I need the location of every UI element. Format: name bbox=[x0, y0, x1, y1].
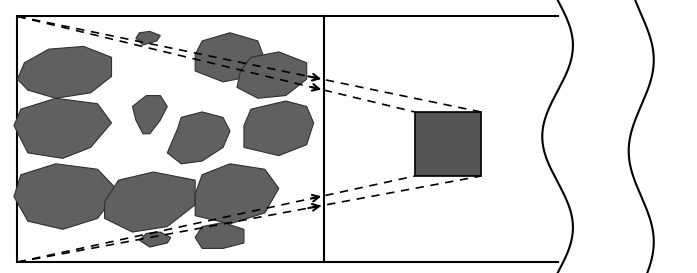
Polygon shape bbox=[195, 222, 244, 248]
Polygon shape bbox=[105, 172, 195, 232]
Polygon shape bbox=[17, 46, 112, 98]
Polygon shape bbox=[195, 33, 265, 82]
Polygon shape bbox=[14, 98, 112, 158]
Polygon shape bbox=[195, 164, 279, 224]
Polygon shape bbox=[237, 52, 307, 98]
Polygon shape bbox=[139, 232, 171, 247]
Polygon shape bbox=[167, 112, 230, 164]
Bar bbox=[415, 112, 481, 176]
Polygon shape bbox=[244, 101, 314, 156]
Polygon shape bbox=[14, 164, 118, 229]
Polygon shape bbox=[136, 31, 160, 45]
Bar bbox=[17, 16, 324, 262]
Polygon shape bbox=[132, 96, 167, 134]
